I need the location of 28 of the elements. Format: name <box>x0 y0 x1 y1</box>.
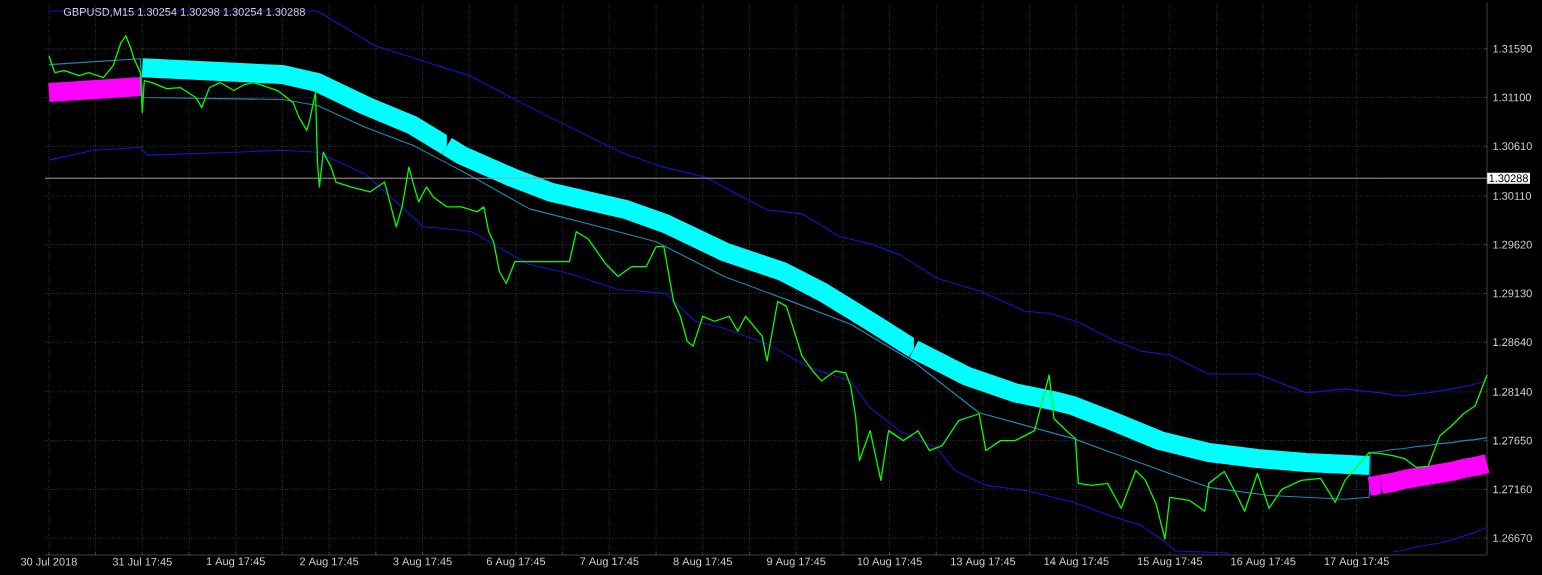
x-tick-label: 16 Aug 17:45 <box>1231 557 1296 568</box>
x-tick-label: 8 Aug 17:45 <box>673 557 732 568</box>
y-tick-label: 1.30610 <box>1493 142 1532 151</box>
x-tick-label: 15 Aug 17:45 <box>1137 557 1203 568</box>
x-tick-label: 30 Jul 2018 <box>20 557 77 566</box>
x-tick-label: 13 Aug 17:45 <box>951 557 1016 568</box>
y-tick-label: 1.28140 <box>1493 387 1532 396</box>
x-tick-label: 6 Aug 17:45 <box>486 557 546 568</box>
x-tick-label: 31 Jul 17:45 <box>112 557 172 566</box>
ref-line-label: 1.30288 <box>1489 174 1528 183</box>
y-tick-label: 1.29620 <box>1493 240 1532 249</box>
y-tick-label: 1.31590 <box>1493 44 1532 53</box>
x-tick-label: 10 Aug 17:45 <box>857 557 922 568</box>
x-tick-label: 2 Aug 17:45 <box>300 557 359 568</box>
chart-title: GBPUSD,M15 1.30254 1.30298 1.30254 1.30288 <box>63 7 305 18</box>
y-tick-label: 1.27650 <box>1493 436 1532 445</box>
y-tick-label: 1.28640 <box>1493 338 1532 347</box>
y-tick-label: 1.29130 <box>1493 289 1532 298</box>
x-tick-label: 7 Aug 17:45 <box>580 557 639 568</box>
y-tick-label: 1.27160 <box>1493 485 1532 494</box>
x-tick-label: 3 Aug 17:45 <box>393 557 452 568</box>
x-tick-label: 1 Aug 17:45 <box>206 557 265 568</box>
y-tick-label: 1.31100 <box>1493 93 1532 102</box>
y-tick-label: 1.26670 <box>1493 534 1532 542</box>
x-tick-label: 17 Aug 17:45 <box>1324 557 1389 568</box>
x-tick-label: 14 Aug 17:45 <box>1044 557 1109 568</box>
y-tick-label: 1.30110 <box>1493 192 1532 200</box>
x-tick-label: 9 Aug 17:45 <box>767 557 826 568</box>
